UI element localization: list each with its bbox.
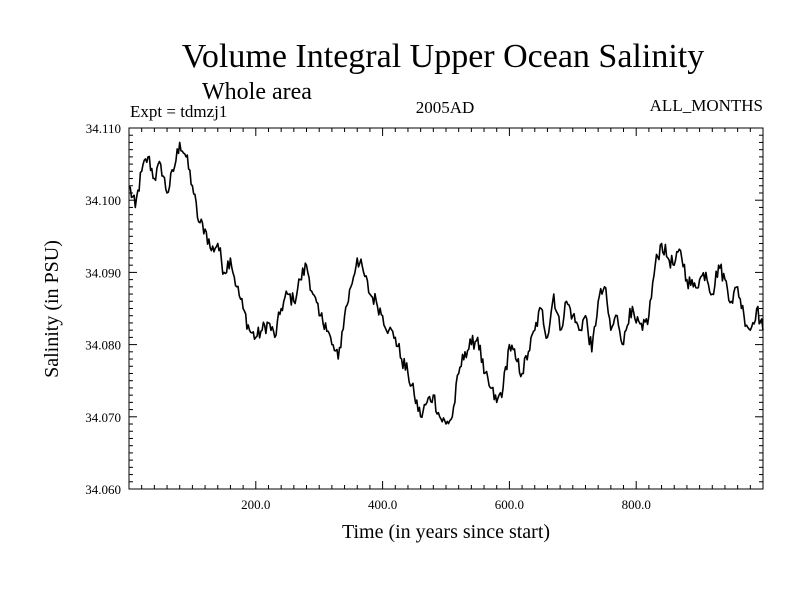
tick-labels: 200.0 400.0 600.0 800.0 34.060 34.070 34.080 34… [85,121,651,512]
x-tick-label: 600.0 [495,497,524,512]
x-tick-label: 400.0 [368,497,397,512]
y-axis-label: Salinity (in PSU) [41,240,63,378]
x-tick-label: 800.0 [622,497,651,512]
chart-title: Volume Integral Upper Ocean Salinity [182,38,704,75]
y-tick-label: 34.090 [85,265,121,280]
axis-ticks [128,127,764,490]
x-tick-label: 200.0 [241,497,270,512]
y-tick-label: 34.070 [85,410,121,425]
months-label: ALL_MONTHS [650,96,763,115]
y-tick-label: 34.100 [85,193,121,208]
chart-subtitle: Whole area [202,79,312,105]
year-label: 2005AD [416,98,475,117]
experiment-label: Expt = tdmzj1 [130,102,227,121]
salinity-series-line [128,141,764,425]
plot-frame [128,127,764,490]
y-tick-label: 34.080 [85,338,121,353]
y-tick-label: 34.110 [86,121,121,136]
x-axis-label: Time (in years since start) [342,521,550,543]
y-tick-label: 34.060 [85,482,121,497]
